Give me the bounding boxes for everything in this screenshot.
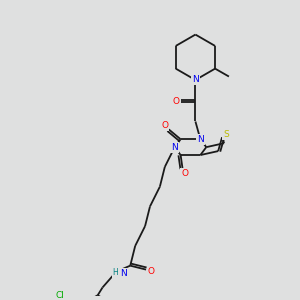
Text: N: N xyxy=(192,76,199,85)
Text: S: S xyxy=(223,130,229,139)
Text: N: N xyxy=(171,142,178,152)
Text: N: N xyxy=(120,269,127,278)
Text: O: O xyxy=(172,97,179,106)
Text: H: H xyxy=(112,268,118,277)
Text: O: O xyxy=(181,169,188,178)
Text: N: N xyxy=(197,135,204,144)
Text: O: O xyxy=(148,267,154,276)
Text: O: O xyxy=(161,121,168,130)
Text: Cl: Cl xyxy=(56,291,64,300)
Text: N: N xyxy=(197,135,204,144)
